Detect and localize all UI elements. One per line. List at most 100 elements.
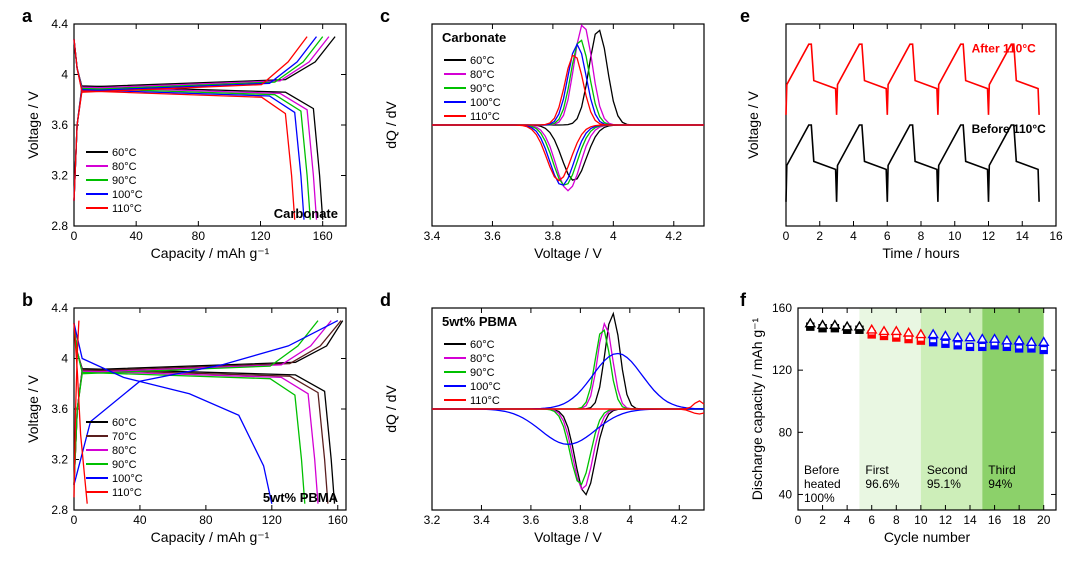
svg-text:60°C: 60°C [112, 147, 137, 159]
svg-text:18: 18 [1012, 513, 1026, 527]
svg-text:3.2: 3.2 [424, 513, 441, 527]
svg-text:110°C: 110°C [470, 395, 500, 407]
svg-text:3.6: 3.6 [51, 118, 68, 132]
svg-text:94%: 94% [988, 477, 1012, 491]
svg-text:4: 4 [610, 229, 617, 243]
svg-text:3.6: 3.6 [484, 229, 501, 243]
svg-text:4: 4 [844, 513, 851, 527]
svg-text:6: 6 [884, 229, 891, 243]
svg-text:2: 2 [819, 513, 826, 527]
svg-text:40: 40 [129, 229, 143, 243]
svg-text:3.6: 3.6 [523, 513, 540, 527]
svg-text:3.2: 3.2 [51, 453, 68, 467]
svg-text:110°C: 110°C [470, 111, 500, 123]
panel-f: 024681012141618204080120160Cycle numberD… [736, 294, 1068, 554]
svg-text:Voltage / V: Voltage / V [534, 245, 602, 261]
panel-a: 0 40 80 120 160 2.8 3.2 3.6 4 4.4 Capacity / mAh g… [18, 10, 358, 270]
svg-text:5wt% PBMA: 5wt% PBMA [263, 490, 339, 505]
svg-text:Capacity / mAh g⁻¹: Capacity / mAh g⁻¹ [151, 245, 270, 261]
svg-text:Time / hours: Time / hours [882, 245, 959, 261]
svg-text:60°C: 60°C [112, 417, 137, 429]
svg-text:2.8: 2.8 [51, 503, 68, 517]
svg-text:70°C: 70°C [112, 431, 137, 443]
panel-e: 0246810121416Time / hoursVoltage / VAfte… [736, 10, 1068, 270]
svg-text:0: 0 [71, 229, 78, 243]
svg-text:14: 14 [1016, 229, 1030, 243]
svg-text:Voltage / V: Voltage / V [25, 374, 41, 442]
svg-text:90°C: 90°C [112, 175, 137, 187]
svg-text:40: 40 [133, 513, 147, 527]
svg-text:4: 4 [850, 229, 857, 243]
svg-text:Before: Before [804, 463, 840, 477]
svg-text:80: 80 [192, 229, 206, 243]
svg-text:3.8: 3.8 [545, 229, 562, 243]
panel-b: 040801201602.83.23.644.4Capacity / mAh g… [18, 294, 358, 554]
svg-text:10: 10 [948, 229, 962, 243]
svg-text:Before 110°C: Before 110°C [972, 122, 1047, 136]
svg-text:160: 160 [328, 513, 348, 527]
svg-text:0: 0 [783, 229, 790, 243]
svg-text:heated: heated [804, 477, 841, 491]
svg-text:10: 10 [914, 513, 928, 527]
svg-text:After 110°C: After 110°C [972, 41, 1036, 55]
svg-text:4: 4 [61, 68, 68, 82]
svg-text:120: 120 [262, 513, 282, 527]
svg-text:160: 160 [772, 301, 792, 315]
svg-text:110°C: 110°C [112, 487, 142, 499]
svg-text:120: 120 [250, 229, 270, 243]
svg-text:12: 12 [939, 513, 953, 527]
svg-text:60°C: 60°C [470, 55, 495, 67]
svg-text:120: 120 [772, 363, 792, 377]
svg-text:Voltage / V: Voltage / V [534, 529, 602, 545]
svg-text:Carbonate: Carbonate [274, 206, 338, 221]
svg-text:160: 160 [313, 229, 333, 243]
svg-text:110°C: 110°C [112, 203, 142, 215]
svg-text:dQ / dV: dQ / dV [383, 385, 399, 433]
svg-text:4: 4 [61, 352, 68, 366]
svg-text:0: 0 [795, 513, 802, 527]
svg-text:80°C: 80°C [112, 161, 137, 173]
svg-text:12: 12 [982, 229, 996, 243]
svg-text:95.1%: 95.1% [927, 477, 961, 491]
svg-text:40: 40 [779, 487, 793, 501]
svg-text:4: 4 [626, 513, 633, 527]
svg-text:dQ / dV: dQ / dV [383, 101, 399, 149]
svg-text:Second: Second [927, 463, 968, 477]
svg-text:80: 80 [779, 425, 793, 439]
svg-text:16: 16 [988, 513, 1002, 527]
svg-text:4.2: 4.2 [665, 229, 682, 243]
svg-text:100°C: 100°C [112, 189, 143, 201]
svg-text:96.6%: 96.6% [865, 477, 899, 491]
svg-text:14: 14 [963, 513, 977, 527]
svg-text:3.4: 3.4 [424, 229, 441, 243]
panel-c: 3.4 3.6 3.8 4 4.2 Voltage / V dQ / dV Carbonate… [376, 10, 716, 270]
svg-text:90°C: 90°C [112, 459, 137, 471]
svg-text:4.4: 4.4 [51, 17, 68, 31]
svg-text:4.2: 4.2 [671, 513, 688, 527]
svg-text:5wt% PBMA: 5wt% PBMA [442, 314, 518, 329]
svg-text:2.8: 2.8 [51, 219, 68, 233]
svg-text:Capacity / mAh g⁻¹: Capacity / mAh g⁻¹ [151, 529, 270, 545]
svg-text:4.4: 4.4 [51, 301, 68, 315]
svg-text:8: 8 [893, 513, 900, 527]
svg-text:8: 8 [918, 229, 925, 243]
svg-text:100°C: 100°C [112, 473, 143, 485]
svg-text:0: 0 [71, 513, 78, 527]
svg-text:3.2: 3.2 [51, 169, 68, 183]
svg-text:First: First [865, 463, 889, 477]
svg-text:100°C: 100°C [470, 381, 501, 393]
svg-text:100%: 100% [804, 491, 835, 505]
svg-text:3.6: 3.6 [51, 402, 68, 416]
figure-root: a 040801201602.83.23.644.4Capacity / mAh… [0, 0, 1080, 568]
svg-text:6: 6 [868, 513, 875, 527]
svg-text:80°C: 80°C [112, 445, 137, 457]
svg-text:3.8: 3.8 [572, 513, 589, 527]
panel-d: 3.23.43.63.844.2Voltage / VdQ / dV5wt% P… [376, 294, 716, 554]
svg-text:80°C: 80°C [470, 69, 495, 81]
svg-text:80°C: 80°C [470, 353, 495, 365]
svg-text:Carbonate: Carbonate [442, 30, 506, 45]
svg-text:20: 20 [1037, 513, 1051, 527]
svg-text:16: 16 [1049, 229, 1063, 243]
svg-text:90°C: 90°C [470, 367, 495, 379]
svg-text:Voltage / V: Voltage / V [25, 90, 41, 158]
